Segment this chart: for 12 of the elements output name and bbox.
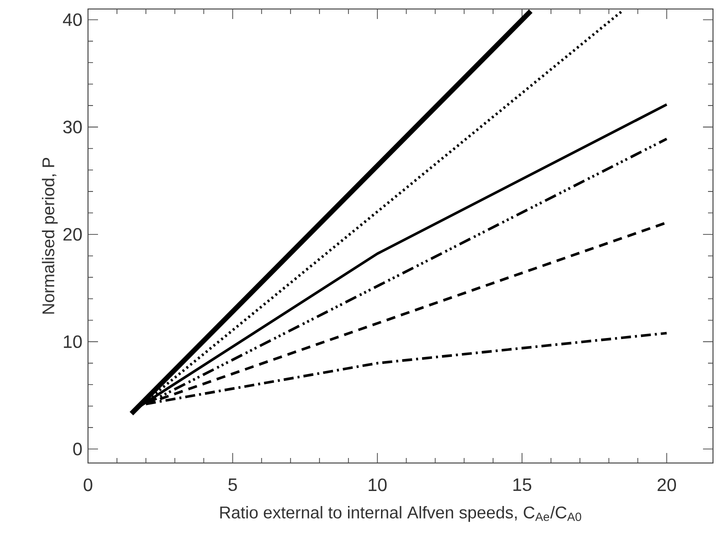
y-tick-label: 40 — [62, 13, 82, 26]
x-axis-title: Ratio external to internal Alfven speeds, C$_{Ae}$/C$_{A0}$ — [220, 506, 582, 522]
x-tick-label: 0 — [84, 478, 92, 492]
x-tick-label: 15 — [513, 478, 532, 492]
x-tick-label: 5 — [228, 478, 237, 492]
y-tick-label: 0 — [73, 442, 82, 456]
y-axis-title: Normalised period, P — [42, 158, 58, 314]
x-tick-label: 10 — [368, 478, 387, 492]
x-tick-label: 20 — [658, 478, 676, 492]
y-tick-label: 10 — [64, 335, 82, 348]
y-tick-label: 20 — [63, 228, 82, 241]
y-tick-label: 30 — [63, 120, 82, 134]
